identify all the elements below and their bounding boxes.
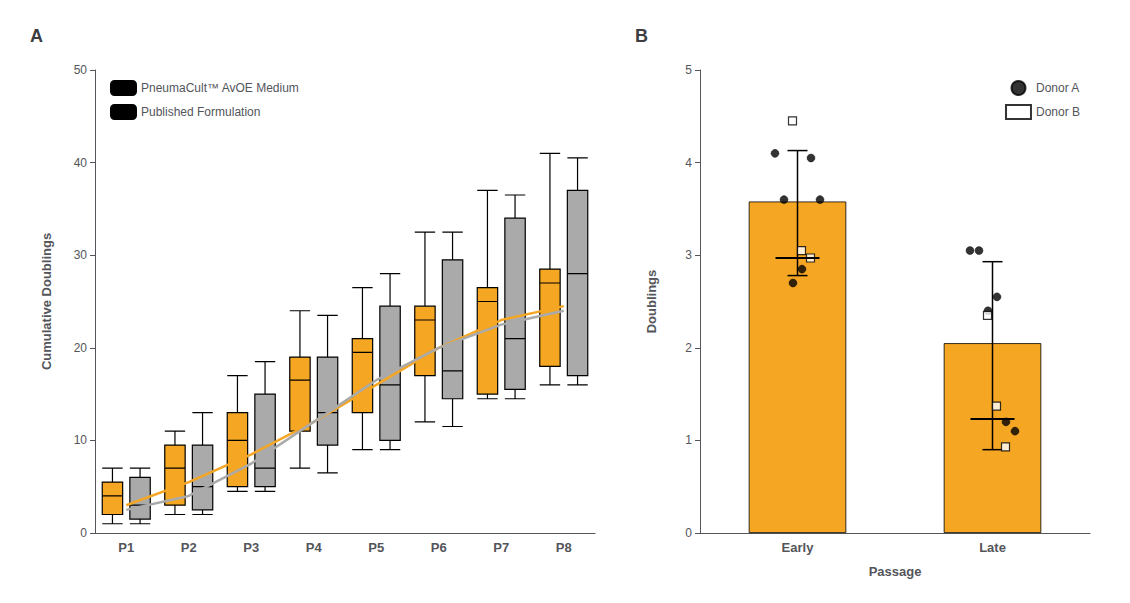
svg-text:5: 5: [685, 63, 692, 77]
svg-text:P7: P7: [493, 540, 509, 555]
svg-text:4: 4: [685, 156, 692, 170]
svg-text:P3: P3: [243, 540, 259, 555]
svg-text:20: 20: [74, 341, 88, 355]
svg-text:30: 30: [74, 248, 88, 262]
svg-text:PneumaCult™ AvOE Medium: PneumaCult™ AvOE Medium: [141, 81, 299, 95]
svg-text:Donor B: Donor B: [1036, 105, 1080, 119]
svg-text:P8: P8: [556, 540, 572, 555]
svg-text:Published Formulation: Published Formulation: [141, 105, 260, 119]
svg-text:0: 0: [80, 526, 87, 540]
svg-text:0: 0: [685, 526, 692, 540]
svg-text:Passage: Passage: [869, 564, 922, 579]
svg-text:A: A: [30, 26, 43, 46]
svg-text:Late: Late: [979, 540, 1006, 555]
svg-text:P2: P2: [181, 540, 197, 555]
svg-text:Doublings: Doublings: [644, 270, 659, 334]
svg-text:10: 10: [74, 433, 88, 447]
svg-text:40: 40: [74, 156, 88, 170]
svg-text:B: B: [635, 26, 648, 46]
svg-text:P1: P1: [118, 540, 134, 555]
svg-text:1: 1: [685, 433, 692, 447]
svg-text:Cumulative Doublings: Cumulative Doublings: [39, 233, 54, 370]
svg-text:P6: P6: [431, 540, 447, 555]
svg-text:Donor A: Donor A: [1036, 81, 1079, 95]
svg-text:50: 50: [74, 63, 88, 77]
svg-text:P4: P4: [306, 540, 323, 555]
svg-text:2: 2: [685, 341, 692, 355]
svg-text:3: 3: [685, 248, 692, 262]
svg-text:Early: Early: [782, 540, 815, 555]
svg-text:P5: P5: [368, 540, 384, 555]
